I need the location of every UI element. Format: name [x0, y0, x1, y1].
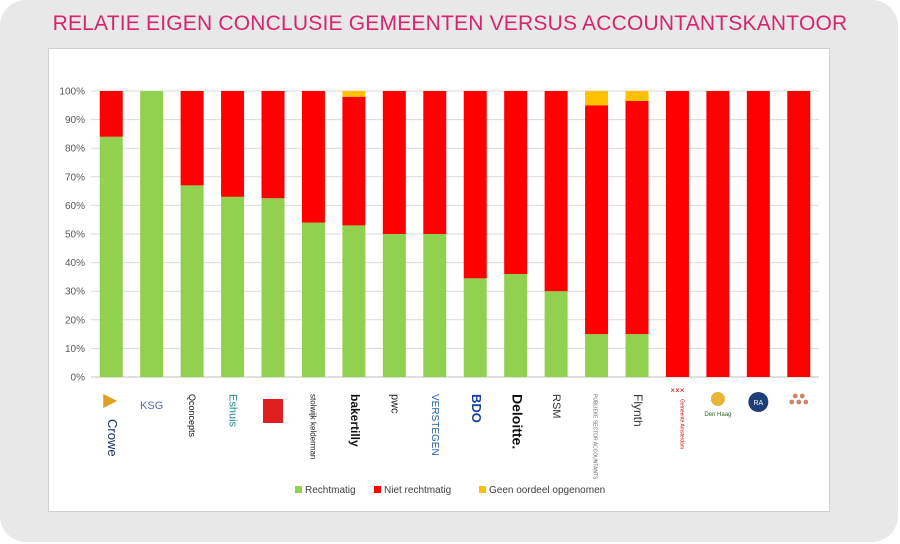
legend-label: Rechtmatig [305, 485, 356, 496]
bar-segment [261, 198, 285, 377]
y-tick-label: 70% [65, 172, 85, 183]
category-logo-label: Crowe [105, 419, 120, 457]
bar-segment [625, 91, 649, 102]
bar-segment [463, 91, 487, 279]
logo-figures-icon [796, 399, 802, 405]
logo-ra-icon [748, 392, 769, 412]
legend-swatch [374, 486, 381, 493]
category-logos: Crowe KSG Qconcepts Eshuis stolwijk kelderma… [103, 386, 809, 480]
bar-segment [787, 91, 811, 377]
legend: Rechtmatig Niet rechtmatig Geen oordeel op… [295, 485, 605, 496]
category-logo-label: PUBLIEKE SECTOR ACCOUNTANTS [592, 394, 598, 480]
y-tick-label: 30% [65, 287, 85, 298]
bar-segment [585, 334, 609, 377]
y-tick-label: 60% [65, 201, 85, 212]
bar-segment [544, 291, 568, 377]
logo-figures-icon [792, 393, 798, 399]
bar-segment [423, 234, 447, 377]
category-logo-label: RSM [550, 394, 562, 418]
page-title: RELATIE EIGEN CONCLUSIE GEMEENTEN VERSUS… [52, 12, 848, 35]
bar-segment [504, 274, 528, 377]
category-logo-label: Gemeente Amsterdam [678, 399, 684, 449]
y-tick-label: 40% [65, 258, 85, 269]
bar-segment [301, 91, 325, 223]
y-tick-label: 50% [65, 230, 85, 241]
category-logo-label: Den Haag [704, 412, 731, 418]
category-logo-label: Flynth [631, 394, 645, 427]
bar-segment [99, 136, 123, 377]
gridlines [91, 90, 819, 378]
bar-segment [585, 91, 609, 106]
y-tick-label: 90% [65, 115, 85, 126]
category-logo-label: pwc [388, 394, 400, 414]
bar-segment [342, 96, 366, 226]
legend-label: Geen oordeel opgenomen [489, 485, 605, 496]
stacked-bar-chart: 0% 10% 20% 30% 40% 50% 60% 70% 80% 90% 100% Crowe K… [59, 87, 819, 496]
bar-segment [342, 225, 366, 377]
bar-segment [180, 185, 204, 377]
bar-segment [625, 101, 649, 335]
category-logo-label: Qconcepts [187, 394, 197, 438]
category-logo-label: VERSTEGEN [429, 394, 440, 456]
bar-segment [301, 222, 325, 377]
y-tick-label: 20% [65, 315, 85, 326]
y-tick-label: 10% [65, 344, 85, 355]
bar-segment [706, 91, 730, 377]
bar-segment [221, 91, 245, 197]
category-logo-label: Deloitte. [510, 394, 526, 449]
bar-segment [382, 234, 406, 377]
bar-segment [504, 91, 528, 275]
bar-segment [180, 91, 204, 186]
bar-segment [221, 196, 245, 377]
crowe-chevron-icon [103, 394, 118, 408]
legend-swatch [479, 486, 486, 493]
logo-xxx-icon: ××× [670, 386, 684, 395]
y-tick-label: 100% [59, 87, 85, 98]
bar-segment [261, 91, 285, 199]
bar-segment [342, 91, 366, 97]
bars [99, 91, 811, 377]
category-logo-label: Eshuis [227, 394, 239, 428]
category-logo-label: RA [753, 400, 763, 407]
bar-segment [423, 91, 447, 234]
y-tick-label: 0% [71, 373, 86, 384]
bar-segment [140, 91, 164, 377]
bar-segment [746, 91, 770, 377]
legend-label: Niet rechtmatig [384, 485, 451, 496]
legend-swatch [295, 486, 302, 493]
logo-figures-icon [803, 399, 809, 405]
bar-segment [99, 91, 123, 137]
y-tick-label: 80% [65, 144, 85, 155]
category-logo-label: bakertilly [348, 394, 362, 447]
y-axis-ticks: 0% 10% 20% 30% 40% 50% 60% 70% 80% 90% 100% [59, 87, 85, 384]
logo-crest-icon [710, 392, 725, 406]
bar-segment [382, 91, 406, 234]
logo-red-block-icon [263, 399, 283, 423]
bar-segment [544, 91, 568, 292]
logo-figures-icon [799, 393, 805, 399]
category-logo-label: BDO [469, 394, 484, 423]
bar-segment [625, 334, 649, 377]
category-logo-label: stolwijk kelderman [308, 394, 317, 459]
bar-segment [463, 278, 487, 377]
bar-segment [665, 91, 689, 377]
logo-figures-icon [789, 399, 795, 405]
bar-segment [585, 105, 609, 335]
chart-panel: 0% 10% 20% 30% 40% 50% 60% 70% 80% 90% 100% Crowe K… [48, 48, 830, 512]
category-logo-label: KSG [140, 400, 163, 412]
